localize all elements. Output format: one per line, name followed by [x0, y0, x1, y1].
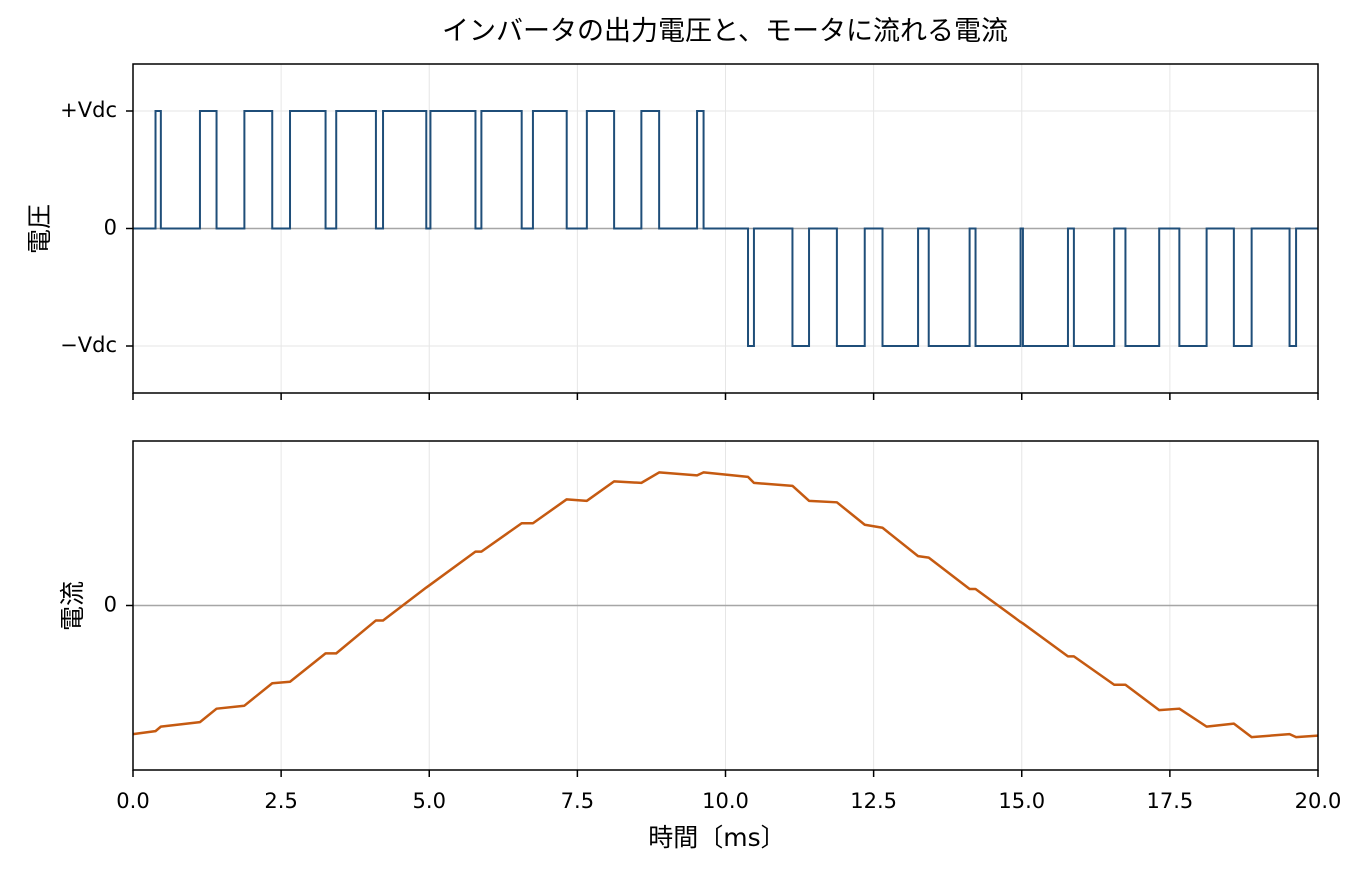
voltage-ticks: +Vdc 0 −Vdc: [60, 98, 1319, 400]
x-tick-label: 2.5: [264, 789, 297, 813]
y-tick-label: 0: [104, 216, 117, 240]
x-tick-label: 5.0: [413, 789, 446, 813]
x-tick-label: 17.5: [1146, 789, 1193, 813]
y-tick-label: −Vdc: [60, 333, 117, 357]
voltage-ylabel: 電圧: [25, 204, 54, 254]
voltage-series-line: [133, 110, 1318, 347]
current-ylabel: 電流: [58, 581, 87, 631]
x-tick-label: 15.0: [998, 789, 1045, 813]
x-tick-label: 7.5: [561, 789, 594, 813]
current-series-line: [132, 471, 1319, 739]
x-tick-label: 12.5: [850, 789, 897, 813]
current-panel: 0.0 2.5 5.0 7.5 10.0 12.5 15.0 17.5 20.0 0 電流 時間〔…: [58, 440, 1342, 852]
current-xlabel: 時間〔ms〕: [648, 823, 785, 852]
x-tick-label: 10.0: [702, 789, 749, 813]
y-tick-label: 0: [104, 593, 117, 617]
x-tick-label: 20.0: [1295, 789, 1342, 813]
chart-title: インバータの出力電圧と、モータに流れる電流: [442, 16, 1008, 47]
current-ticks: 0.0 2.5 5.0 7.5 10.0 12.5 15.0 17.5 20.0 0: [104, 593, 1342, 814]
x-tick-label: 0.0: [116, 789, 149, 813]
voltage-panel: +Vdc 0 −Vdc 電圧: [25, 63, 1319, 400]
y-tick-label: +Vdc: [60, 98, 117, 122]
